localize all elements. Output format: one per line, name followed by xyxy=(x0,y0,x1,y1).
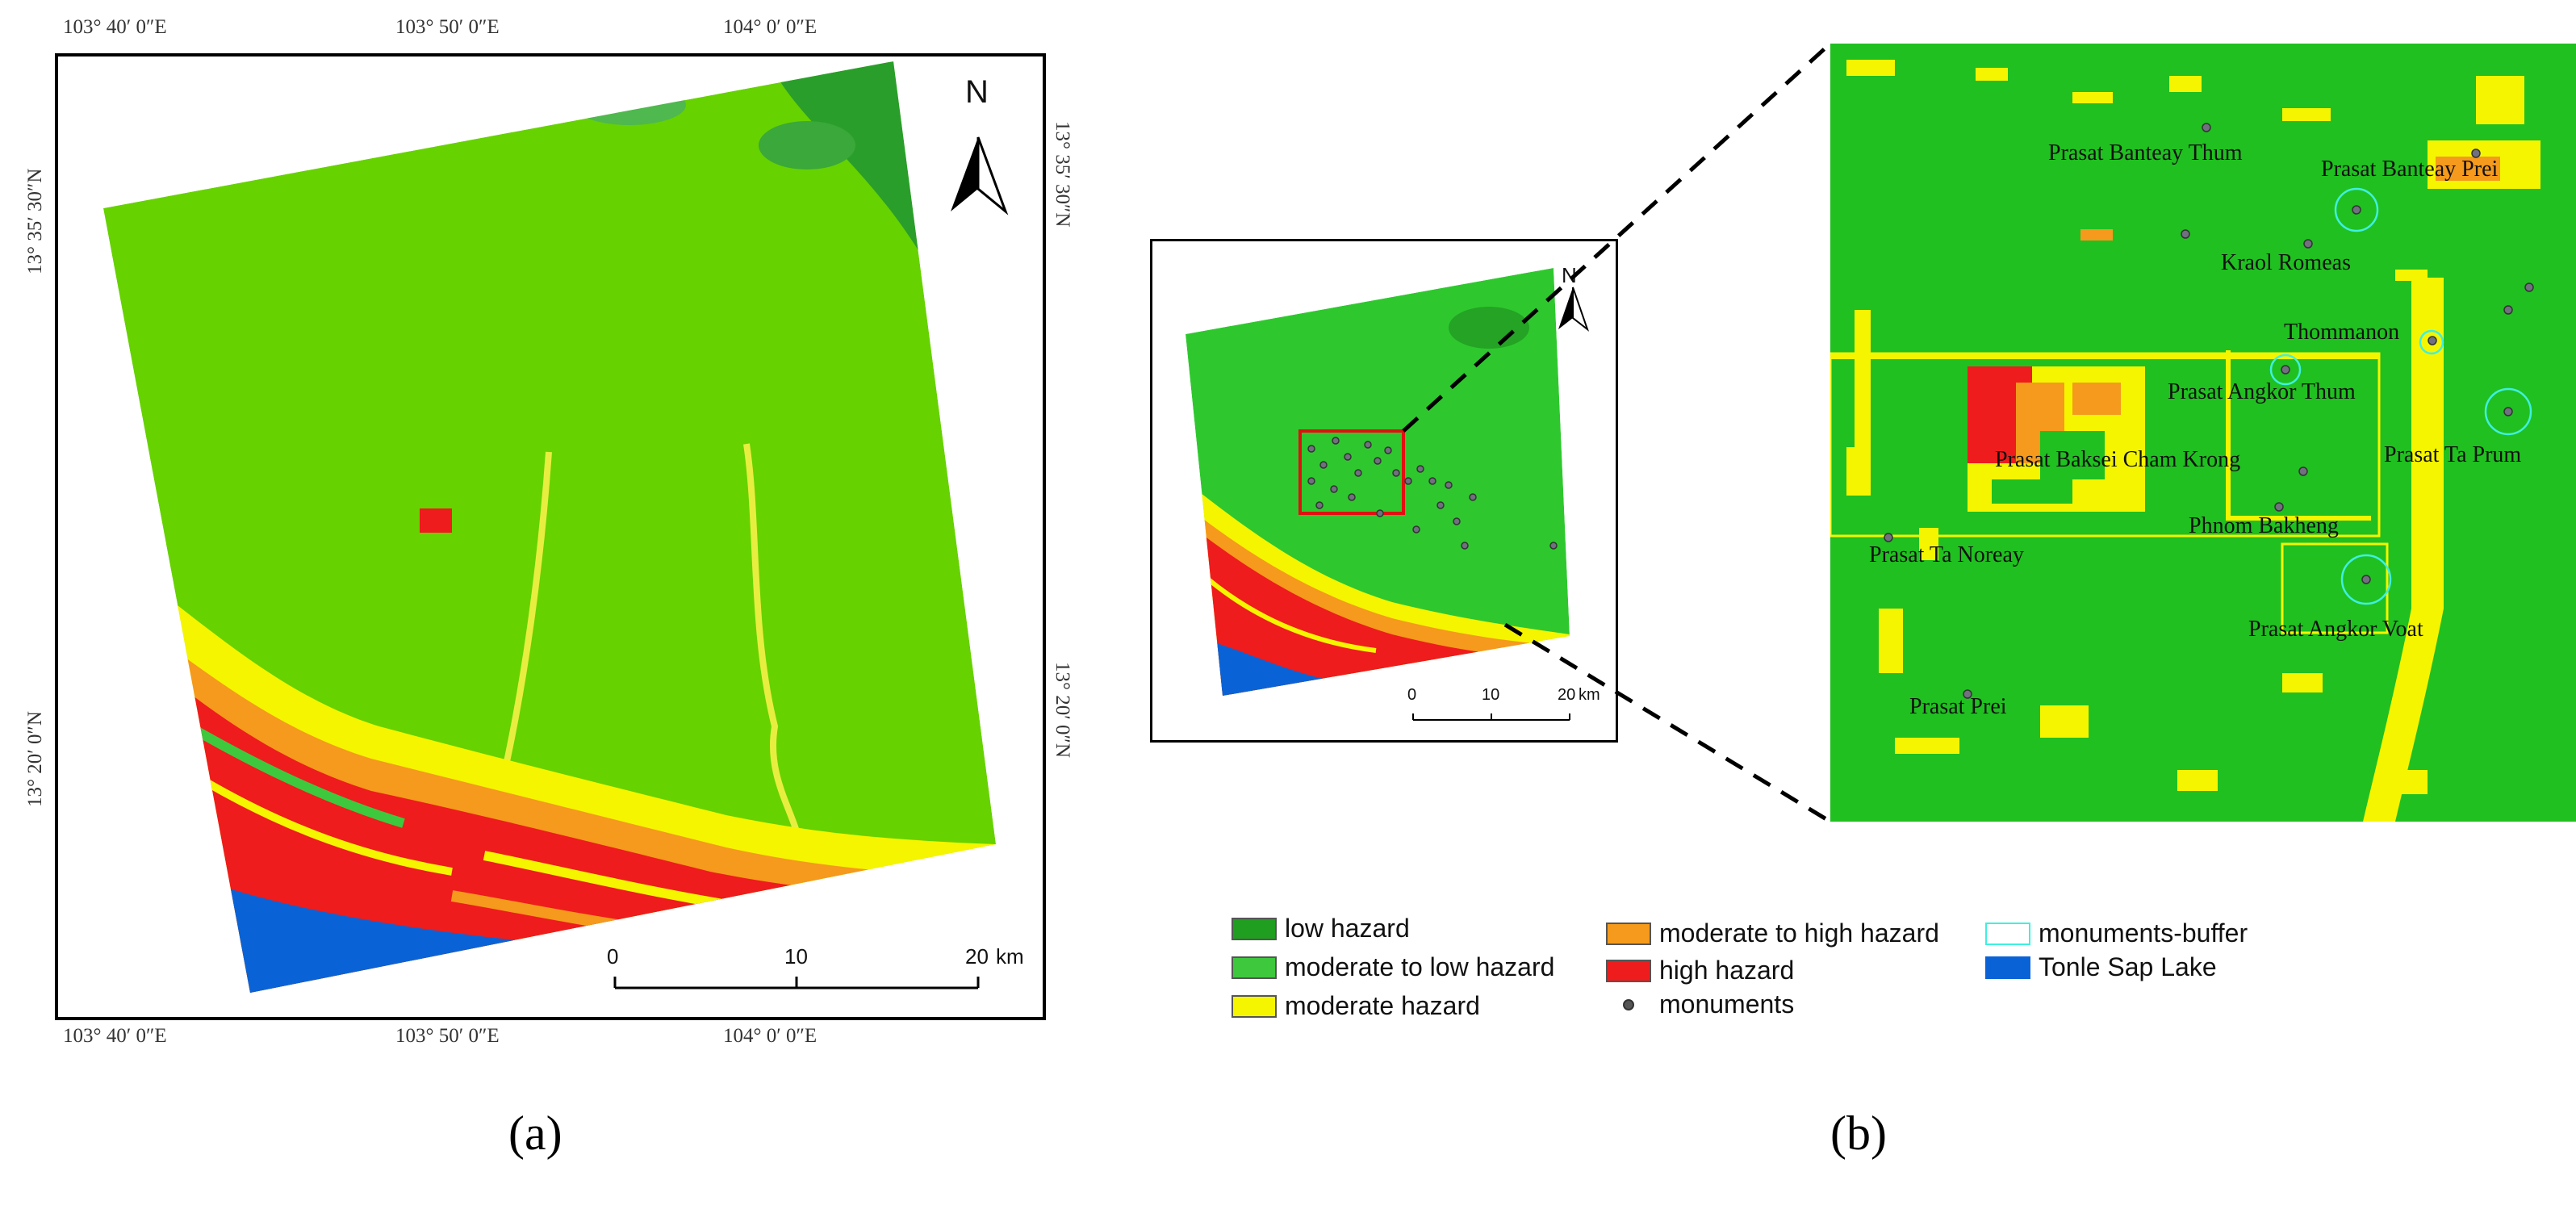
place-kraol-romeas: Kraol Romeas xyxy=(2221,250,2351,275)
north-arrow-b xyxy=(1558,287,1590,332)
legend-moderate-to-high-hazard: moderate to high hazard xyxy=(1606,918,1939,948)
place-prasat-banteay-thum: Prasat Banteay Thum xyxy=(2048,140,2243,165)
coord-top-1: 103° 40′ 0″E xyxy=(63,16,167,38)
legend-high-hazard: high hazard xyxy=(1606,956,1794,985)
panel-label-a: (a) xyxy=(508,1107,562,1160)
place-prasat-prei: Prasat Prei xyxy=(1909,694,2007,719)
legend-label: moderate to high hazard xyxy=(1659,918,1939,948)
north-label-a: N xyxy=(965,74,989,110)
north-arrow-a xyxy=(951,136,1009,215)
north-label-b: N xyxy=(1562,263,1577,287)
coord-bottom-2: 103° 50′ 0″E xyxy=(395,1025,500,1047)
scale-unit-b: km xyxy=(1579,686,1600,704)
legend-label: monuments-buffer xyxy=(2039,918,2248,948)
legend-label: moderate hazard xyxy=(1285,991,1480,1020)
legend-monuments-buffer: monuments-buffer xyxy=(1985,918,2248,948)
legend-tonle-sap-lake: Tonle Sap Lake xyxy=(1985,952,2217,982)
scale-tick-a-0: 0 xyxy=(607,944,619,969)
monument-dot-icon xyxy=(1606,994,1651,1016)
scale-tick-b-20: 20 xyxy=(1558,686,1576,704)
panel-label-b: (b) xyxy=(1830,1107,1887,1160)
legend-swatch xyxy=(1232,917,1277,940)
scale-tick-a-20: 20 xyxy=(965,944,989,969)
place-thommanon: Thommanon xyxy=(2284,320,2400,345)
legend-label: moderate to low hazard xyxy=(1285,952,1555,981)
hazard-map-b-zoom xyxy=(1830,44,2576,822)
scale-bar-a xyxy=(613,977,980,990)
scale-bar-b xyxy=(1412,713,1570,721)
coord-bottom-1: 103° 40′ 0″E xyxy=(63,1025,167,1047)
hazard-map-b-overview xyxy=(1186,268,1590,721)
legend-label: Tonle Sap Lake xyxy=(2039,952,2217,981)
legend-monuments: monuments xyxy=(1606,990,1794,1019)
study-area-box xyxy=(1298,429,1405,515)
place-prasat-angkor-voat: Prasat Angkor Voat xyxy=(2248,617,2423,642)
place-prasat-ta-noreay: Prasat Ta Noreay xyxy=(1869,542,2024,567)
scale-tick-b-0: 0 xyxy=(1407,686,1417,704)
place-prasat-baksei-cham-krong: Prasat Baksei Cham Krong xyxy=(1995,447,2241,472)
legend-moderate-hazard: moderate hazard xyxy=(1232,991,1480,1021)
scale-tick-a-10: 10 xyxy=(784,944,808,969)
legend-label: monuments xyxy=(1659,990,1795,1019)
place-prasat-ta-prum: Prasat Ta Prum xyxy=(2384,442,2522,467)
coord-top-2: 103° 50′ 0″E xyxy=(395,16,500,38)
place-prasat-angkor-thum: Prasat Angkor Thum xyxy=(2168,379,2356,404)
legend-swatch xyxy=(1606,922,1651,945)
place-phnom-bakheng: Phnom Bakheng xyxy=(2189,513,2339,538)
legend-moderate-to-low-hazard: moderate to low hazard xyxy=(1232,952,1554,982)
legend-label: high hazard xyxy=(1659,956,1795,985)
legend-swatch xyxy=(1985,956,2030,979)
place-prasat-banteay-prei: Prasat Banteay Prei xyxy=(2321,157,2499,182)
legend-swatch xyxy=(1232,956,1277,979)
scale-tick-b-10: 10 xyxy=(1482,686,1500,704)
legend-label: low hazard xyxy=(1285,914,1410,943)
legend-swatch xyxy=(1606,959,1651,982)
legend-low-hazard: low hazard xyxy=(1232,914,1410,943)
coord-bottom-3: 104° 0′ 0″E xyxy=(723,1025,818,1047)
legend-swatch xyxy=(1985,922,2030,945)
coord-top-3: 104° 0′ 0″E xyxy=(723,16,818,38)
hazard-map-a xyxy=(103,61,1009,993)
scale-unit-a: km xyxy=(996,944,1024,969)
legend-swatch xyxy=(1232,994,1277,1018)
